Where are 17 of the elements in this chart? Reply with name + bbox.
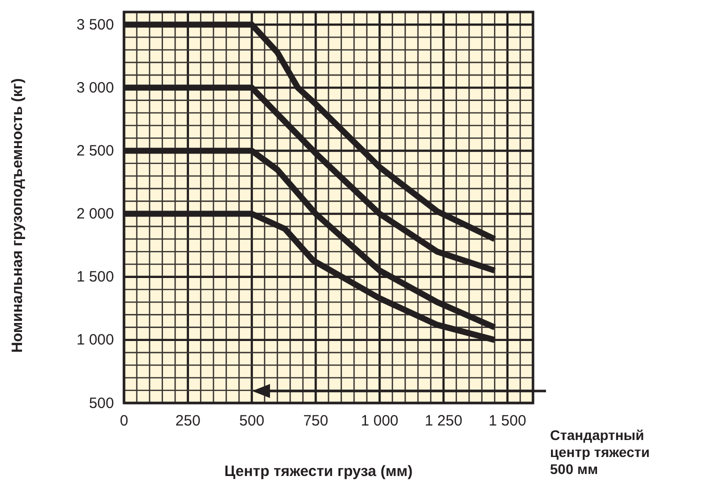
x-tick-label: 750 (303, 412, 328, 430)
y-tick-label: 3 500 (76, 16, 114, 34)
y-tick-label: 1 500 (76, 268, 114, 286)
x-tick-label: 500 (239, 412, 264, 430)
x-tick-label: 1 250 (424, 412, 462, 430)
x-tick-label: 1 000 (360, 412, 398, 430)
y-tick-label: 2 500 (76, 142, 114, 160)
x-tick-label: 1 500 (488, 412, 526, 430)
y-tick-label: 2 000 (76, 206, 114, 223)
text: Стандартный центр тяжести 500 мм (550, 427, 650, 477)
x-tick-label: 250 (175, 412, 200, 430)
x-axis-title: Центр тяжести груза (мм) (224, 463, 413, 480)
y-tick-label: 3 000 (76, 79, 114, 96)
y-axis-title: Номинальная грузоподъемность (кг) (9, 78, 26, 353)
x-tick-label: 0 (120, 412, 128, 430)
y-tick-label: 1 000 (76, 332, 114, 349)
y-tick-label: 500 (88, 394, 114, 412)
